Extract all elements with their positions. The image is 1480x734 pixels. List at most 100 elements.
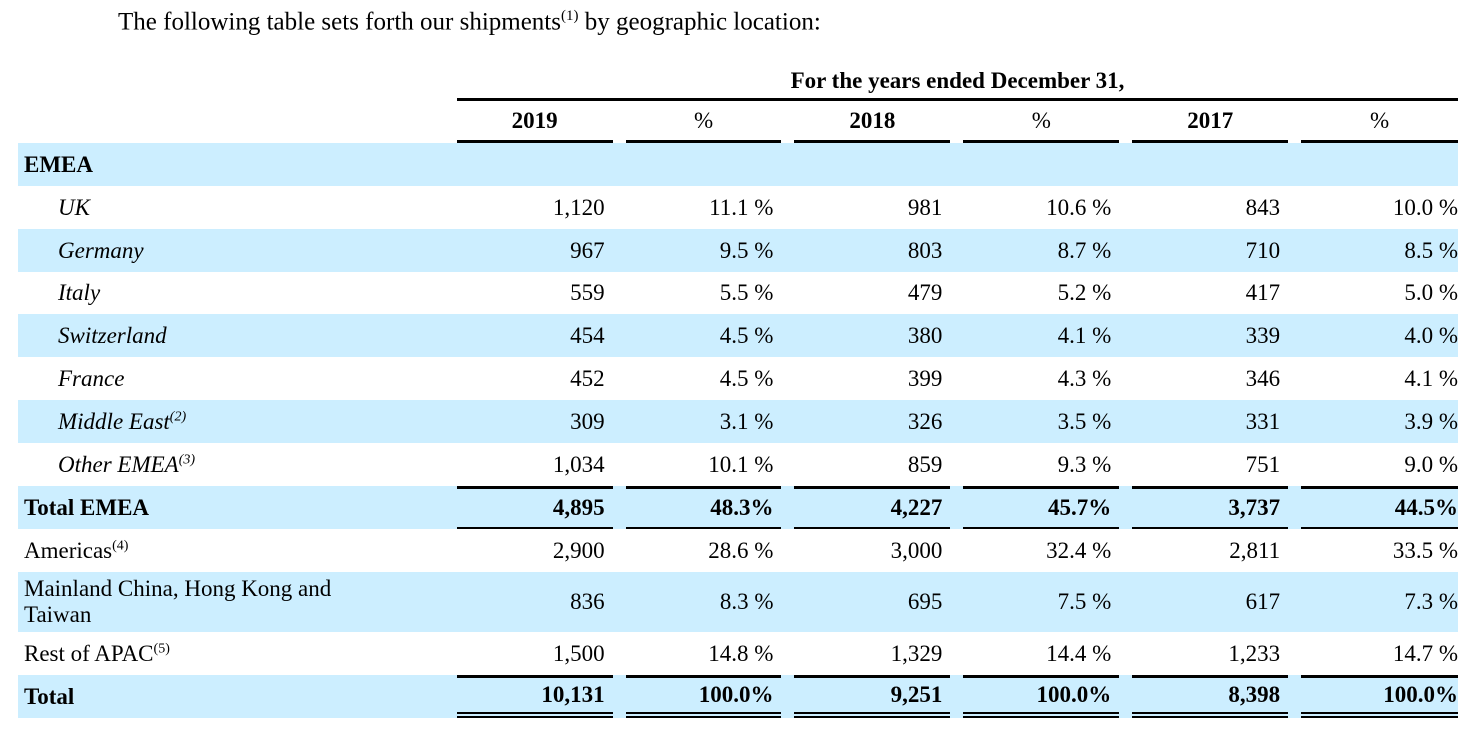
table-row: Other EMEA(3) 1,034 10.1 % 859 9.3 % 751 9.0 % bbox=[18, 443, 1458, 486]
cell: 2,900 bbox=[552, 537, 605, 563]
cell: 7.3 % bbox=[1404, 589, 1459, 614]
cell: 5.5 % bbox=[719, 280, 774, 305]
cell: 339 bbox=[1245, 322, 1281, 348]
table-row: Total EMEA 4,895 48.3% 4,227 45.7% 3,737 44.5% bbox=[18, 486, 1458, 529]
row-label: Mainland China, Hong Kong and Taiwan bbox=[24, 576, 332, 627]
table-row: Italy 559 5.5 % 479 5.2 % 417 5.0 % bbox=[18, 272, 1458, 314]
cell: 4.1 % bbox=[1404, 365, 1459, 391]
table-row: Rest of APAC(5) 1,500 14.8 % 1,329 14.4 % 1,2… bbox=[18, 632, 1458, 675]
cell: 559 bbox=[570, 280, 605, 305]
cell: 5.2 % bbox=[1057, 280, 1112, 305]
cell: 10.6 % bbox=[1046, 194, 1112, 220]
cell: 4.5 % bbox=[719, 365, 774, 391]
row-label: Total bbox=[24, 683, 75, 709]
cell: 100.0% bbox=[1301, 675, 1458, 718]
cell: 4.1 % bbox=[1057, 322, 1112, 348]
cell: 10.0 % bbox=[1392, 194, 1459, 220]
cell: 9.3 % bbox=[1057, 451, 1112, 477]
row-label: Other EMEA(3) bbox=[58, 451, 196, 477]
cell: 5.0 % bbox=[1404, 280, 1459, 305]
cell: 967 bbox=[570, 237, 605, 263]
table-row: France 452 4.5 % 399 4.3 % 346 4.1 % bbox=[18, 357, 1458, 400]
table-row: Total 10,131 100.0% 9,251 100.0% 8,398 100.0% bbox=[18, 675, 1458, 718]
column-header: % bbox=[1301, 101, 1459, 143]
cell: 45.7% bbox=[963, 486, 1120, 529]
cell: 751 bbox=[1245, 451, 1281, 477]
cell: 3.5 % bbox=[1057, 408, 1112, 434]
cell: 1,120 bbox=[552, 194, 605, 220]
cell: 1,034 bbox=[552, 451, 605, 477]
header-span: For the years ended December 31, bbox=[457, 68, 1458, 101]
cell: 100.0% bbox=[625, 675, 782, 718]
cell: 14.8 % bbox=[708, 640, 774, 666]
cell: 10.1 % bbox=[708, 451, 774, 477]
row-label: Middle East(2) bbox=[58, 408, 187, 434]
row-label: Americas(4) bbox=[24, 537, 129, 563]
cell: 44.5% bbox=[1301, 486, 1458, 529]
cell: 33.5 % bbox=[1392, 537, 1458, 563]
cell: 981 bbox=[907, 194, 943, 220]
cell: 8,398 bbox=[1132, 675, 1289, 718]
table-row: Middle East(2) 309 3.1 % 326 3.5 % 331 3.9 % bbox=[18, 400, 1458, 443]
cell: 836 bbox=[570, 589, 605, 614]
cell: 380 bbox=[907, 322, 943, 348]
row-label: Total EMEA bbox=[24, 494, 150, 520]
cell: 479 bbox=[907, 280, 943, 305]
cell: 4,895 bbox=[456, 486, 613, 529]
cell: 28.6 % bbox=[708, 537, 774, 563]
cell: 3,737 bbox=[1132, 486, 1289, 529]
cell: 9,251 bbox=[794, 675, 951, 718]
cell: 3.9 % bbox=[1404, 408, 1459, 434]
row-label: France bbox=[58, 365, 125, 391]
cell: 452 bbox=[570, 365, 605, 391]
table-row: Switzerland 454 4.5 % 380 4.1 % 339 4.0 % bbox=[18, 314, 1458, 357]
cell: 326 bbox=[907, 408, 943, 434]
table-row: Germany 967 9.5 % 803 8.7 % 710 8.5 % bbox=[18, 229, 1458, 272]
cell: 3.1 % bbox=[719, 408, 774, 434]
cell: 331 bbox=[1245, 408, 1281, 434]
cell: 14.4 % bbox=[1046, 640, 1112, 666]
cell: 803 bbox=[907, 237, 943, 263]
column-header: % bbox=[963, 101, 1120, 143]
cell: 1,233 bbox=[1228, 640, 1281, 666]
cell: 309 bbox=[570, 408, 605, 434]
cell: 346 bbox=[1245, 365, 1281, 391]
table-row: Americas(4) 2,900 28.6 % 3,000 32.4 % 2,811 33… bbox=[18, 529, 1458, 572]
cell: 32.4 % bbox=[1046, 537, 1112, 563]
cell: 843 bbox=[1245, 194, 1281, 220]
column-header: 2017 bbox=[1132, 101, 1289, 143]
intro-text: The following table sets forth our shipm… bbox=[118, 8, 821, 36]
row-label: EMEA bbox=[24, 151, 93, 177]
cell: 417 bbox=[1245, 280, 1281, 305]
cell: 1,500 bbox=[552, 640, 605, 666]
cell: 1,329 bbox=[890, 640, 943, 666]
cell: 4.5 % bbox=[719, 322, 774, 348]
row-label: UK bbox=[58, 194, 90, 220]
cell: 8.7 % bbox=[1057, 237, 1112, 263]
table-row: EMEA bbox=[18, 143, 1458, 186]
row-label: Rest of APAC(5) bbox=[24, 640, 170, 666]
header-row: 2019% 2018% 2017% bbox=[18, 101, 1459, 143]
cell: 14.7 % bbox=[1392, 640, 1458, 666]
cell: 9.0 % bbox=[1404, 451, 1459, 477]
cell: 454 bbox=[570, 322, 605, 348]
cell: 2,811 bbox=[1229, 537, 1281, 563]
cell: 11.1 % bbox=[709, 194, 774, 220]
cell: 8.5 % bbox=[1404, 237, 1459, 263]
column-header: 2019 bbox=[456, 101, 613, 143]
table-row: Mainland China, Hong Kong and Taiwan 836 8… bbox=[18, 572, 1458, 632]
cell: 4.0 % bbox=[1404, 322, 1459, 348]
cell: 617 bbox=[1245, 589, 1281, 614]
cell: 100.0% bbox=[963, 675, 1120, 718]
cell: 4.3 % bbox=[1057, 365, 1112, 391]
column-header: % bbox=[625, 101, 782, 143]
row-label: Switzerland bbox=[58, 322, 167, 348]
row-label: Germany bbox=[58, 237, 144, 263]
row-label: Italy bbox=[58, 280, 101, 305]
cell: 7.5 % bbox=[1057, 589, 1112, 614]
cell: 3,000 bbox=[890, 537, 943, 563]
cell: 859 bbox=[907, 451, 943, 477]
cell: 399 bbox=[907, 365, 943, 391]
cell: 10,131 bbox=[456, 675, 613, 718]
column-header: 2018 bbox=[794, 101, 951, 143]
